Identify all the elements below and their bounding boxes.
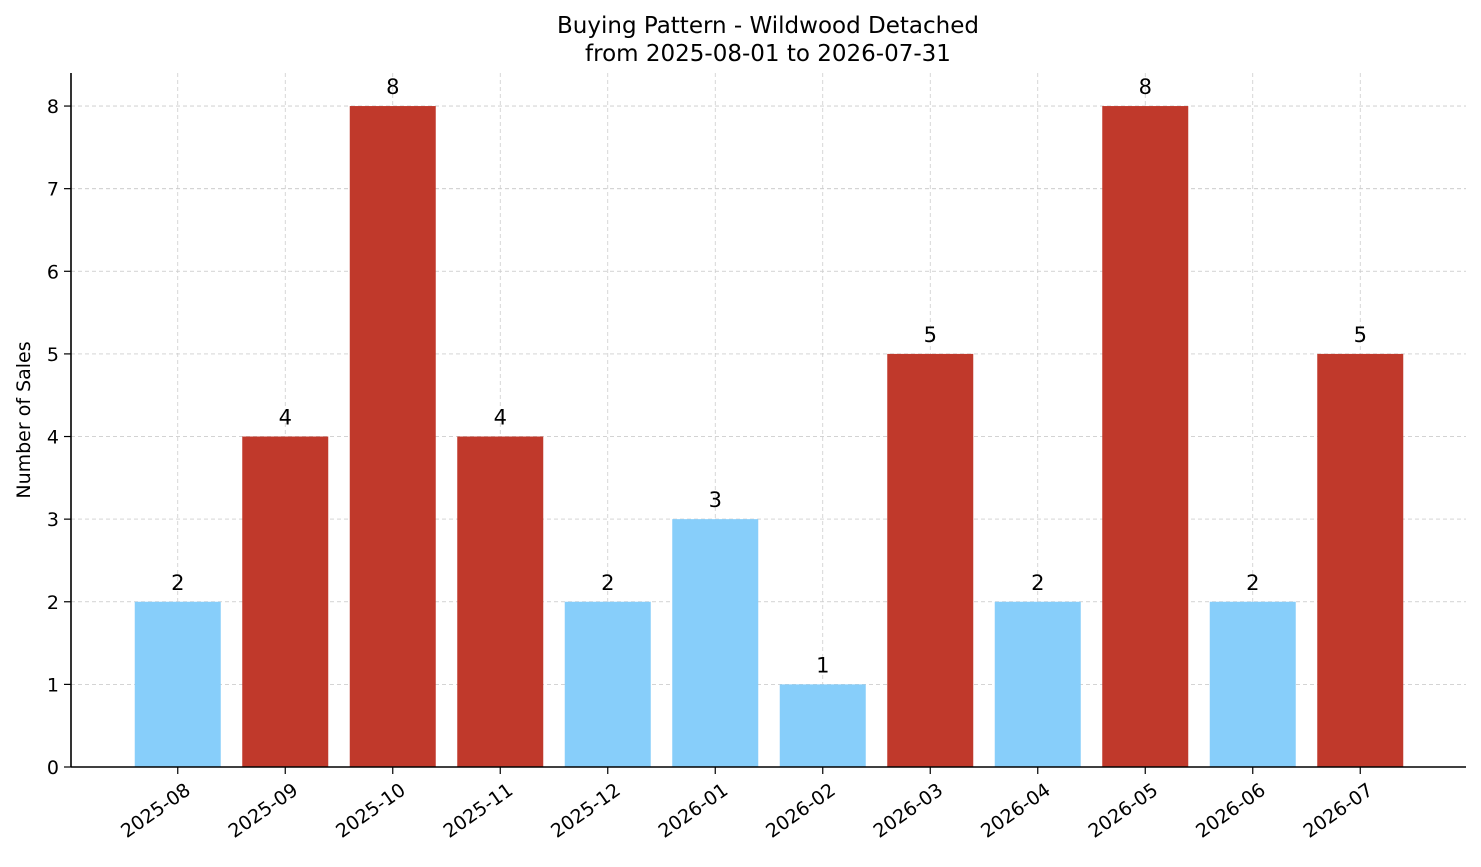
bar-2025-09 bbox=[242, 436, 329, 767]
x-tick-label: 2025-12 bbox=[547, 779, 625, 843]
chart-subtitle: from 2025-08-01 to 2026-07-31 bbox=[585, 41, 951, 67]
bar-2026-03 bbox=[887, 353, 974, 767]
data-label: 5 bbox=[924, 323, 937, 347]
bar-2026-02 bbox=[779, 684, 866, 767]
data-label: 2 bbox=[1031, 571, 1044, 595]
data-label: 8 bbox=[386, 75, 399, 99]
x-tick-label: 2026-01 bbox=[654, 779, 732, 843]
data-label: 2 bbox=[171, 571, 184, 595]
data-label: 4 bbox=[279, 406, 292, 430]
bar-2025-11 bbox=[457, 436, 544, 767]
x-tick-label: 2025-11 bbox=[439, 779, 517, 843]
data-label: 3 bbox=[709, 488, 722, 512]
y-tick-label: 7 bbox=[47, 179, 59, 201]
x-tick-label: 2025-08 bbox=[117, 779, 195, 843]
bar-2026-06 bbox=[1209, 601, 1296, 767]
data-label: 2 bbox=[601, 571, 614, 595]
bar-2025-10 bbox=[349, 106, 436, 768]
y-axis-label: Number of Sales bbox=[13, 341, 35, 498]
bar-2025-08 bbox=[134, 601, 221, 767]
y-tick-label: 0 bbox=[47, 757, 59, 779]
y-tick-label: 1 bbox=[47, 674, 59, 696]
x-tick-label: 2026-03 bbox=[869, 779, 947, 843]
y-tick-label: 6 bbox=[47, 261, 59, 283]
data-label: 2 bbox=[1246, 571, 1259, 595]
x-tick-label: 2026-02 bbox=[762, 779, 840, 843]
data-label: 5 bbox=[1354, 323, 1367, 347]
y-tick-label: 4 bbox=[47, 427, 59, 449]
chart-title: Buying Pattern - Wildwood Detached bbox=[557, 13, 979, 39]
x-tick-label: 2026-06 bbox=[1192, 779, 1270, 843]
bar-2026-05 bbox=[1102, 106, 1189, 768]
data-label: 8 bbox=[1139, 75, 1152, 99]
bar-2026-04 bbox=[994, 601, 1081, 767]
y-tick-label: 8 bbox=[47, 96, 59, 118]
bars bbox=[134, 106, 1404, 768]
x-tick-label: 2025-10 bbox=[332, 779, 410, 843]
x-tick-label: 2025-09 bbox=[224, 779, 302, 843]
x-tick-label: 2026-05 bbox=[1084, 779, 1162, 843]
axes bbox=[64, 73, 1466, 774]
x-tick-label: 2026-04 bbox=[977, 779, 1055, 843]
data-label: 1 bbox=[816, 653, 829, 677]
y-tick-label: 3 bbox=[47, 509, 59, 531]
bar-2026-07 bbox=[1317, 353, 1404, 767]
y-tick-label: 2 bbox=[47, 592, 59, 614]
bar-2025-12 bbox=[564, 601, 651, 767]
bar-2026-01 bbox=[672, 519, 759, 767]
y-tick-label: 5 bbox=[47, 344, 59, 366]
x-tick-label: 2026-07 bbox=[1299, 779, 1377, 843]
data-label: 4 bbox=[494, 406, 507, 430]
